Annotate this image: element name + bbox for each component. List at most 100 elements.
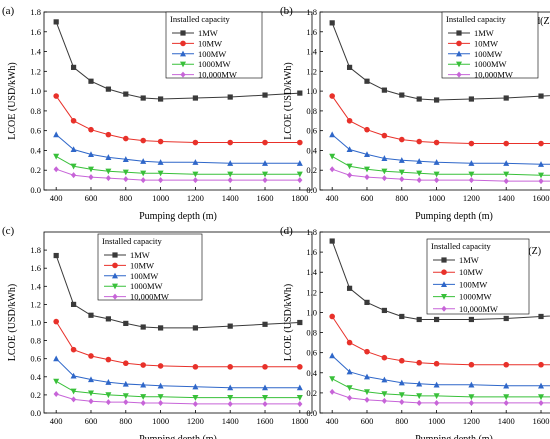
legend-entry: 10MW xyxy=(198,38,222,48)
data-point xyxy=(70,146,77,153)
data-point xyxy=(123,91,129,97)
data-point xyxy=(381,397,387,404)
data-point xyxy=(53,153,60,160)
series-10mw xyxy=(329,93,550,147)
data-point xyxy=(503,160,510,166)
data-point xyxy=(70,64,77,70)
series-1mw xyxy=(53,252,303,331)
data-point xyxy=(433,316,440,323)
panel-c: 0.0 0.2 0.4 0.6 0.8 1.0 1.2 1.4 1.6 1.8 400 600 800 1… xyxy=(2,225,313,439)
data-point xyxy=(468,316,475,323)
data-point xyxy=(227,171,234,178)
data-point xyxy=(329,238,335,244)
legend-entry: 10MW xyxy=(474,38,498,48)
data-point xyxy=(70,163,77,170)
data-point xyxy=(381,307,387,314)
legend-entry: 10,000MW xyxy=(198,70,237,80)
data-point xyxy=(416,380,423,387)
legend-marker xyxy=(112,262,118,269)
series-line-1000mw xyxy=(331,378,550,398)
data-point xyxy=(538,394,545,401)
y-tick-label: 1.0 xyxy=(30,86,41,96)
legend-entry: 10MW xyxy=(130,260,154,270)
data-point xyxy=(329,93,335,99)
x-axis-label: Pumping depth (m) xyxy=(415,434,493,439)
data-point xyxy=(503,382,510,389)
series-line-10mw xyxy=(55,95,300,143)
panel-b: 0.0 0.2 0.4 0.6 0.8 1.0 1.2 1.4 1.6 1.8 400 600 800 1… xyxy=(280,5,550,222)
legend-marker xyxy=(456,71,462,78)
legend-marker xyxy=(112,272,118,279)
data-point xyxy=(140,158,147,164)
data-point xyxy=(468,381,475,388)
y-tick-label: 1.4 xyxy=(30,47,41,57)
y-tick-label: 1.8 xyxy=(30,7,41,17)
data-point xyxy=(105,131,112,138)
data-point xyxy=(468,177,475,184)
x-tick-label: 400 xyxy=(326,193,339,203)
data-point xyxy=(433,381,440,388)
data-point xyxy=(70,346,77,353)
y-tick-label: 1.0 xyxy=(306,86,317,96)
data-point xyxy=(416,399,422,406)
data-point xyxy=(364,174,370,181)
data-point xyxy=(157,400,164,407)
y-tick-label: 0.8 xyxy=(306,106,317,116)
data-point xyxy=(88,398,94,405)
data-point xyxy=(538,172,545,179)
data-point xyxy=(192,395,199,401)
y-tick-label: 0.4 xyxy=(30,372,41,382)
x-tick-label: 800 xyxy=(395,193,408,203)
data-point xyxy=(105,399,111,406)
series-line-10-000mw xyxy=(332,168,550,182)
data-point xyxy=(105,175,111,182)
data-point xyxy=(398,379,405,386)
y-tick-label: 0.2 xyxy=(306,388,317,398)
y-axis-label: LCOE (USD/kWh) xyxy=(283,62,294,140)
data-point xyxy=(53,390,59,397)
legend-entry: 1000MW xyxy=(130,281,163,291)
x-tick-label: 1600 xyxy=(257,416,274,426)
x-tick-label: 1000 xyxy=(152,193,169,203)
y-tick-label: 1.0 xyxy=(306,307,317,317)
series-line-10mw xyxy=(331,95,550,144)
data-point xyxy=(416,138,422,145)
data-point xyxy=(70,301,77,307)
x-tick-label: 1200 xyxy=(463,416,480,426)
panel-label: (b) xyxy=(280,5,293,17)
series-100mw xyxy=(53,355,303,391)
data-point xyxy=(53,19,59,25)
x-tick-label: 1200 xyxy=(187,193,204,203)
x-tick-label: 400 xyxy=(50,416,63,426)
data-point xyxy=(433,360,440,367)
data-point xyxy=(192,95,199,101)
data-point xyxy=(503,399,509,406)
data-point xyxy=(329,166,335,173)
data-point xyxy=(157,96,164,102)
legend-marker xyxy=(456,61,462,68)
panel-a: 0.0 0.2 0.4 0.6 0.8 1.0 1.2 1.4 1.6 1.8 400 600 800 1… xyxy=(2,5,313,222)
y-tick-label: 1.4 xyxy=(306,47,317,57)
y-tick-label: 0.6 xyxy=(30,354,41,364)
data-point xyxy=(399,398,405,405)
data-point xyxy=(227,323,233,329)
data-point xyxy=(88,353,94,359)
data-point xyxy=(262,395,269,401)
data-point xyxy=(296,160,303,166)
legend-marker xyxy=(180,61,186,68)
series-line-100mw xyxy=(331,134,550,165)
data-point xyxy=(88,174,94,181)
data-point xyxy=(538,93,544,99)
data-point xyxy=(363,151,370,157)
data-point xyxy=(227,139,234,146)
legend-title: Installed capacity xyxy=(446,14,506,24)
x-tick-label: 1800 xyxy=(291,416,308,426)
data-point xyxy=(262,384,269,391)
data-point xyxy=(468,394,475,401)
data-point xyxy=(70,117,77,124)
data-point xyxy=(140,137,146,144)
x-tick-label: 800 xyxy=(119,193,132,203)
data-point xyxy=(192,177,199,184)
data-point xyxy=(297,177,303,184)
